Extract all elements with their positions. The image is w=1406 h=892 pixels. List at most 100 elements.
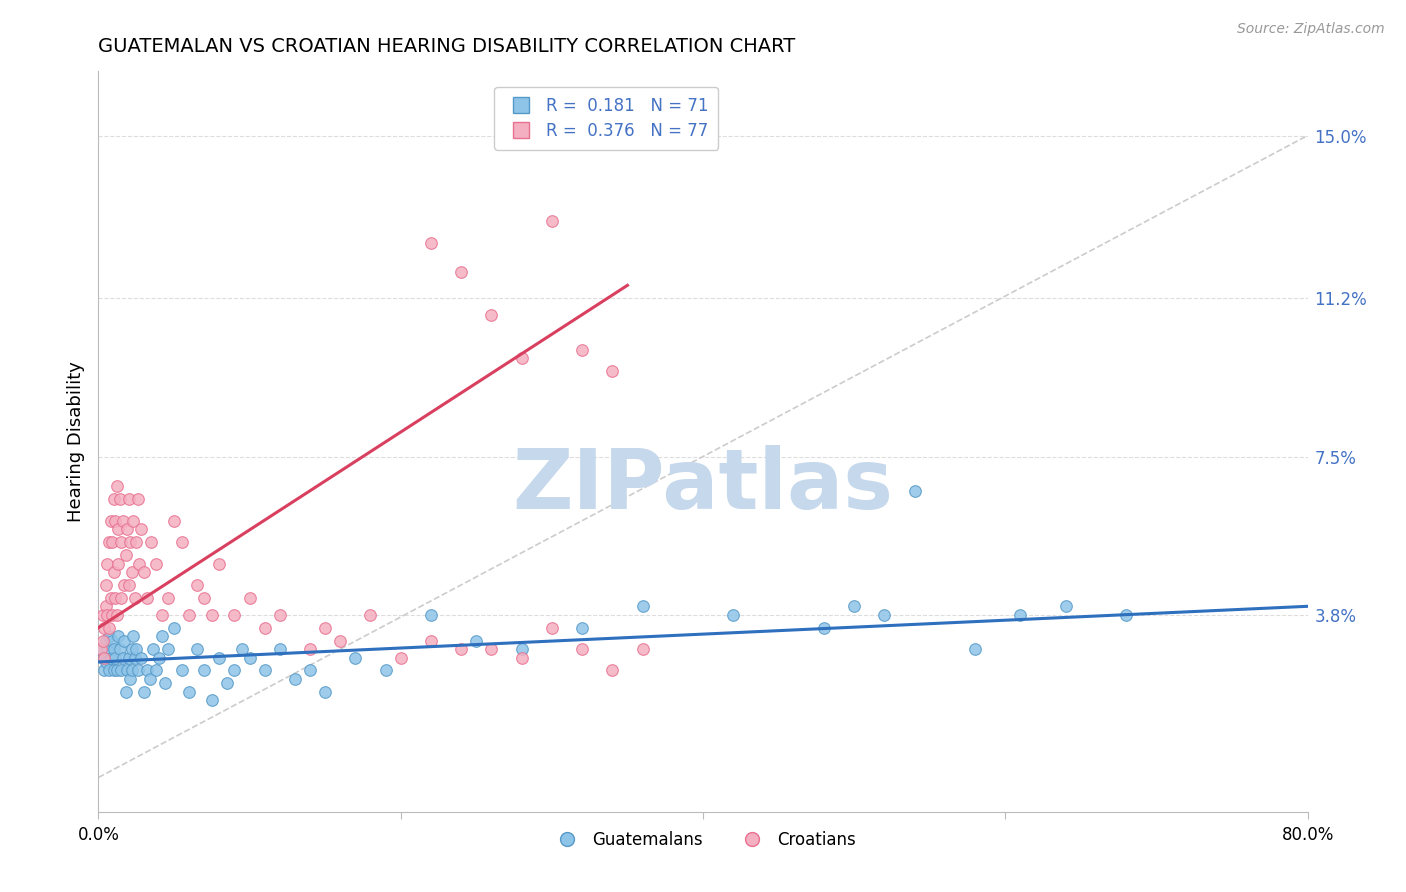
Point: [90, 642, 112, 657]
Point: [105, 664, 128, 678]
Point: [179, 685, 201, 699]
Point: [389, 650, 412, 665]
Point: [1115, 607, 1137, 622]
Point: [148, 650, 170, 665]
Point: [156, 591, 179, 605]
Point: [135, 591, 157, 605]
Point: [91, 607, 114, 622]
Point: [186, 642, 208, 657]
Point: [142, 642, 165, 657]
Point: [122, 514, 145, 528]
Point: [170, 535, 193, 549]
Point: [208, 557, 231, 571]
Point: [127, 492, 149, 507]
Point: [98, 621, 121, 635]
Point: [631, 642, 654, 657]
Point: [374, 664, 396, 678]
Point: [145, 557, 167, 571]
Point: [571, 621, 593, 635]
Point: [253, 664, 276, 678]
Point: [299, 664, 322, 678]
Point: [269, 642, 291, 657]
Point: [93, 650, 115, 665]
Point: [112, 633, 135, 648]
Point: [284, 672, 307, 686]
Point: [965, 642, 987, 657]
Point: [93, 664, 115, 678]
Point: [118, 492, 141, 507]
Text: Source: ZipAtlas.com: Source: ZipAtlas.com: [1237, 22, 1385, 37]
Point: [465, 633, 488, 648]
Point: [231, 642, 253, 657]
Point: [127, 664, 149, 678]
Point: [94, 578, 117, 592]
Point: [103, 492, 125, 507]
Point: [163, 514, 186, 528]
Point: [170, 664, 193, 678]
Point: [215, 676, 238, 690]
Point: [124, 650, 146, 665]
Point: [101, 607, 124, 622]
Point: [120, 535, 142, 549]
Point: [132, 685, 155, 699]
Point: [904, 483, 927, 498]
Point: [344, 650, 367, 665]
Point: [420, 607, 443, 622]
Text: GUATEMALAN VS CROATIAN HEARING DISABILITY CORRELATION CHART: GUATEMALAN VS CROATIAN HEARING DISABILIT…: [98, 37, 796, 56]
Point: [120, 672, 142, 686]
Point: [540, 214, 562, 228]
Point: [110, 664, 132, 678]
Point: [150, 629, 173, 643]
Point: [100, 591, 122, 605]
Point: [1054, 599, 1077, 614]
Point: [96, 642, 118, 657]
Point: [108, 642, 131, 657]
Point: [108, 492, 131, 507]
Point: [98, 629, 121, 643]
Point: [481, 642, 503, 657]
Point: [103, 664, 125, 678]
Point: [314, 685, 336, 699]
Point: [110, 591, 132, 605]
Point: [253, 621, 276, 635]
Point: [193, 664, 215, 678]
Point: [224, 607, 246, 622]
Point: [420, 235, 443, 250]
Y-axis label: Hearing Disability: Hearing Disability: [66, 361, 84, 522]
Point: [121, 565, 143, 579]
Point: [94, 599, 117, 614]
Point: [129, 650, 152, 665]
Point: [420, 633, 443, 648]
Point: [91, 633, 114, 648]
Point: [163, 621, 186, 635]
Point: [118, 650, 141, 665]
Point: [299, 642, 322, 657]
Point: [110, 535, 132, 549]
Point: [314, 621, 336, 635]
Point: [631, 599, 654, 614]
Point: [107, 522, 129, 536]
Point: [93, 621, 115, 635]
Point: [360, 607, 382, 622]
Point: [602, 664, 624, 678]
Point: [224, 664, 246, 678]
Point: [122, 629, 145, 643]
Point: [481, 308, 503, 322]
Point: [813, 621, 835, 635]
Point: [129, 522, 152, 536]
Point: [111, 650, 134, 665]
Point: [98, 664, 121, 678]
Point: [107, 629, 129, 643]
Point: [94, 655, 117, 669]
Point: [125, 642, 148, 657]
Point: [208, 650, 231, 665]
Point: [201, 693, 224, 707]
Point: [96, 607, 118, 622]
Point: [114, 548, 136, 562]
Point: [94, 633, 117, 648]
Point: [104, 514, 127, 528]
Point: [115, 522, 138, 536]
Point: [1010, 607, 1032, 622]
Point: [602, 364, 624, 378]
Point: [103, 642, 125, 657]
